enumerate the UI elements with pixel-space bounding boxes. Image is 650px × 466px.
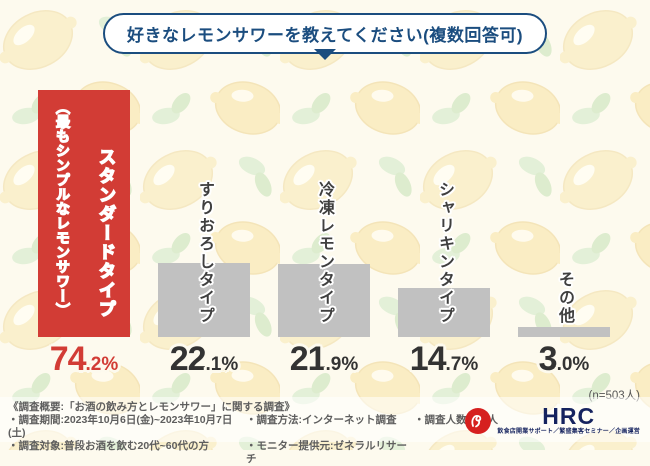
hrc-logo-text: HRC 飲食店開業サポート／繁盛集客セミナー／企画運営 <box>497 403 640 436</box>
survey-details: 《調査概要:「お酒の飲み方とレモンサワー」に関する調査》 ・調査期間:2023年… <box>8 401 498 466</box>
hrc-logo-icon <box>465 407 492 434</box>
bar-label-frozen-lemon: 冷凍レモンタイプ <box>316 181 333 325</box>
bar-column-other: その他 3.0% <box>518 0 610 450</box>
bar-column-standard: スタンダードタイプ （最もシンプルなレモンサワー） 74.2% <box>38 0 130 450</box>
bar-label-surioroshi: すりおろしタイプ <box>196 181 213 325</box>
survey-overview: 《調査概要:「お酒の飲み方とレモンサワー」に関する調査》 <box>8 401 295 413</box>
title-banner: 好きなレモンサワーを教えてください(複数回答可) <box>0 13 650 54</box>
value-label-sharikin: 14.7% <box>409 340 479 378</box>
hrc-logo-name: HRC <box>542 403 596 429</box>
chart-title: 好きなレモンサワーを教えてください(複数回答可) <box>103 13 547 54</box>
bar-other <box>518 327 610 337</box>
hrc-logo-tagline: 飲食店開業サポート／繁盛集客セミナー／企画運営 <box>497 429 640 435</box>
value-label-standard: 74.2% <box>49 340 119 378</box>
bar-frozen-lemon <box>278 264 370 337</box>
bar-sharikin <box>398 288 490 337</box>
bar-column-sharikin: シャリキンタイプ 14.7% <box>398 0 490 450</box>
hrc-logo: HRC 飲食店開業サポート／繁盛集客セミナー／企画運営 <box>464 403 640 436</box>
bar-label-sharikin: シャリキンタイプ <box>436 181 453 325</box>
bar-label-standard: スタンダードタイプ <box>95 147 116 320</box>
bar-surioroshi <box>158 263 250 337</box>
bar-standard: スタンダードタイプ （最もシンプルなレモンサワー） <box>38 90 130 337</box>
bar-sublabel-standard: （最もシンプルなレモンサワー） <box>54 99 71 318</box>
footer-strip <box>0 397 650 442</box>
title-pointer-triangle <box>314 49 336 60</box>
survey-period: ・調査期間:2023年10月6日(金)~2023年10月7日(土) <box>8 414 233 439</box>
survey-target: ・調査対象:普段お酒を飲む20代~60代の方 <box>8 440 209 452</box>
value-label-other: 3.0% <box>538 340 590 378</box>
bar-column-frozen-lemon: 冷凍レモンタイプ 21.9% <box>278 0 370 450</box>
value-label-frozen-lemon: 21.9% <box>289 340 359 378</box>
bar-column-surioroshi: すりおろしタイプ 22.1% <box>158 0 250 450</box>
survey-method: ・調査方法:インターネット調査 <box>246 414 397 426</box>
bar-label-other: その他 <box>556 271 573 325</box>
value-label-surioroshi: 22.1% <box>169 340 239 378</box>
survey-monitor: ・モニター提供元:ゼネラルリサーチ <box>246 440 407 465</box>
